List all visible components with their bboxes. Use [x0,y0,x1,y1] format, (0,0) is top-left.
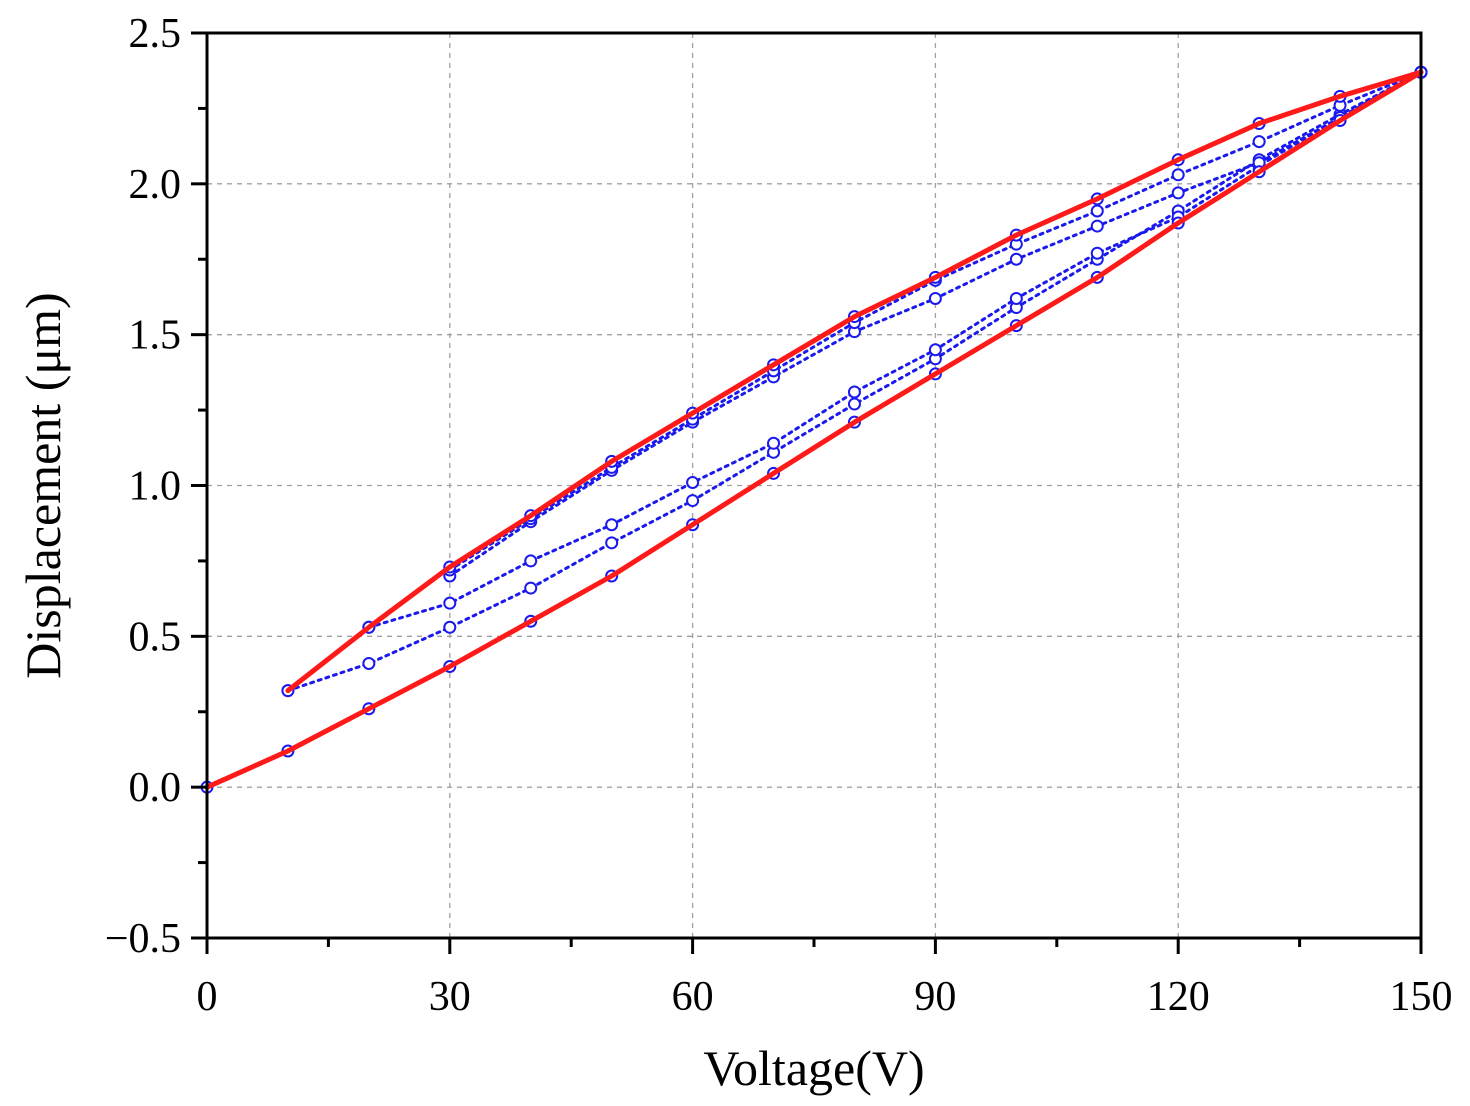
minor-loop-point [1009,252,1023,266]
minor-loop-point [524,554,538,568]
minor-loop-point [605,518,619,532]
minor-loop-point [767,436,781,450]
y-axis-ticks: −0.5 0.0 0.5 1.0 1.5 2.0 2.5 [105,11,207,962]
minor-loop-point [443,596,457,610]
y-tick-label: 0.0 [129,765,182,811]
x-tick-label: 120 [1147,974,1210,1020]
minor-loop-point [1009,291,1023,305]
minor-loop-point [686,475,700,489]
minor-loop-point [1171,168,1185,182]
major-loop-line-2 [285,69,1424,694]
major-loop-line-1 [204,69,1424,790]
minor-loop-point [1090,246,1104,260]
minor-loop-point [1252,135,1266,149]
x-tick-label: 0 [197,974,218,1020]
minor-loop-point [847,385,861,399]
minor-loop-point [928,291,942,305]
x-tick-label: 150 [1390,974,1453,1020]
y-tick-label: −0.5 [105,916,181,962]
y-tick-label: 0.5 [129,614,182,660]
y-tick-label: 1.5 [129,313,182,359]
x-axis-ticks: 0 30 60 90 120 150 [197,938,1453,1020]
x-tick-label: 60 [672,974,714,1020]
y-tick-label: 2.0 [129,162,182,208]
minor-loop-point [605,536,619,550]
grid-lines [207,33,1421,938]
minor-loop-point [847,397,861,411]
minor-loop-line-2 [367,70,1423,629]
minor-loop-point [443,620,457,634]
y-tick-label: 2.5 [129,11,182,57]
minor-loop-point [1090,219,1104,233]
minor-loop-point [1171,186,1185,200]
minor-loop-point [362,656,376,670]
minor-loop-point [524,581,538,595]
y-axis-title: Displacement (μm) [15,292,71,678]
x-axis-title: Voltage(V) [703,1040,924,1096]
x-tick-label: 90 [914,974,956,1020]
minor-loop-point [1090,204,1104,218]
y-tick-label: 1.0 [129,464,182,510]
minor-loop-point [686,494,700,508]
series-layer [200,65,1428,794]
minor-loop-point [928,343,942,357]
x-tick-label: 30 [429,974,471,1020]
